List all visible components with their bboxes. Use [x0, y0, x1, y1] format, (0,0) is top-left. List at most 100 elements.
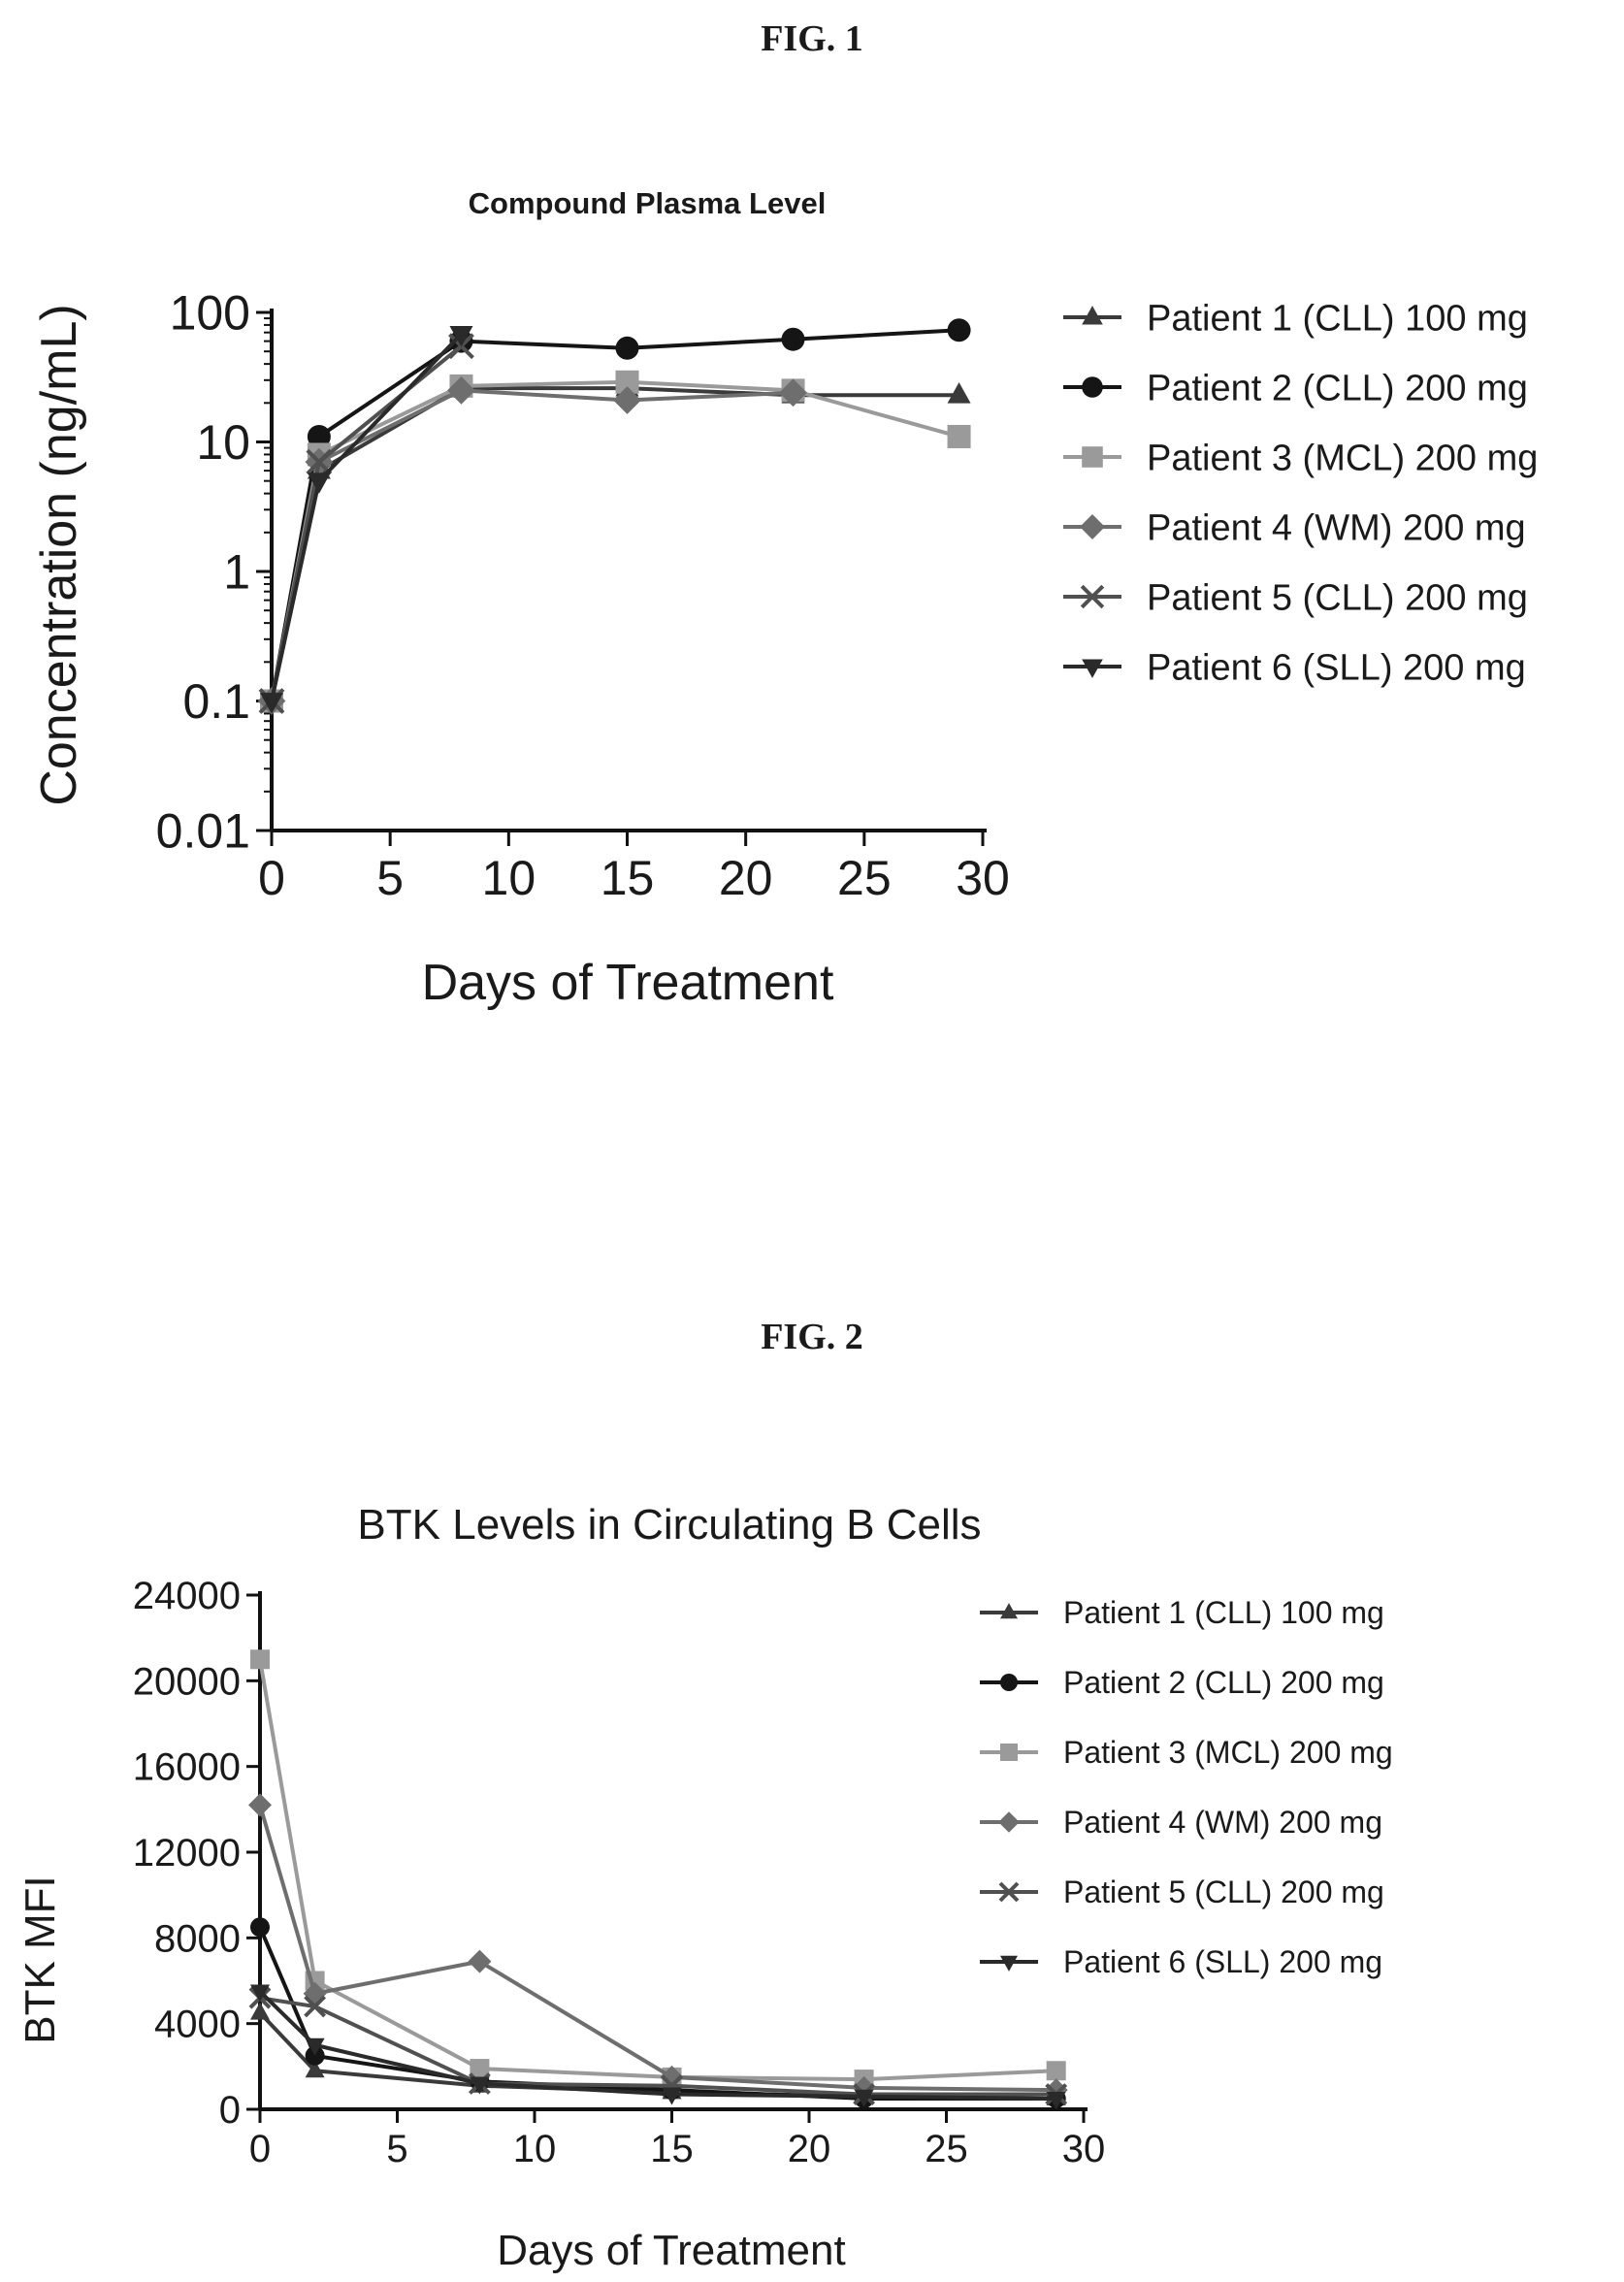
- y-tick-label: 1: [223, 545, 250, 600]
- legend-label: Patient 2 (CLL) 200 mg: [1063, 1665, 1384, 1700]
- legend-label: Patient 5 (CLL) 200 mg: [1147, 577, 1528, 618]
- legend-label: Patient 4 (WM) 200 mg: [1147, 507, 1526, 548]
- x-tick-label: 10: [513, 2128, 557, 2170]
- plot-area: 0 5 10 15 20 25 30 0 4000 8000 12000 16000 20000 2400…: [133, 1575, 1105, 2170]
- data-point: [468, 1949, 492, 1973]
- x-tick-label: 10: [482, 851, 536, 905]
- legend-label: Patient 3 (MCL) 200 mg: [1147, 438, 1538, 478]
- y-tick-label: 8000: [154, 1917, 241, 1960]
- series-line: [258, 1658, 1056, 2082]
- chart-title: BTK Levels in Circulating B Cells: [357, 1501, 981, 1548]
- series-line: [270, 332, 463, 701]
- data-point: [662, 2087, 682, 2105]
- plot-area: 0 5 10 15 20 25 30 0.01 0.1 1 10 100: [156, 286, 1010, 906]
- legend-marker: [998, 1881, 1020, 1903]
- data-point: [305, 2038, 325, 2056]
- x-tick-label: 20: [788, 2128, 831, 2170]
- legend-label: Patient 1 (CLL) 100 mg: [1147, 298, 1528, 339]
- series-line: [258, 1804, 1056, 2093]
- series-line: [270, 379, 960, 701]
- figure-2-label: FIG. 2: [761, 1317, 863, 1357]
- y-axis-label: Concentration (ng/mL): [31, 304, 87, 805]
- legend-marker: [998, 1811, 1020, 1833]
- data-point: [307, 424, 331, 448]
- legend-label: Patient 6 (SLL) 200 mg: [1063, 1944, 1382, 1979]
- legend-label: Patient 6 (SLL) 200 mg: [1147, 647, 1526, 688]
- legend-label: Patient 5 (CLL) 200 mg: [1063, 1874, 1384, 1909]
- legend-marker: [1082, 376, 1103, 398]
- y-axis-label: BTK MFI: [16, 1875, 64, 2044]
- data-point: [947, 424, 971, 448]
- legend-marker: [1000, 1955, 1018, 1972]
- series-line: [258, 1926, 1056, 2101]
- y-tick-label: 0.01: [156, 804, 250, 859]
- y-tick-label: 4000: [154, 2004, 241, 2046]
- x-tick-label: 5: [386, 2128, 407, 2170]
- data-point: [248, 1793, 272, 1817]
- legend-marker: [1082, 446, 1103, 468]
- data-point: [947, 382, 971, 404]
- data-point: [779, 378, 807, 408]
- legend-marker: [1000, 1674, 1018, 1691]
- x-tick-label: 15: [650, 2128, 694, 2170]
- btk-levels-chart: BTK Levels in Circulating B Cells 0 5 10 15…: [16, 1501, 1393, 2274]
- x-tick-label: 5: [376, 851, 404, 905]
- x-tick-label: 30: [1062, 2128, 1106, 2170]
- data-point: [613, 386, 641, 414]
- figure-1-label: FIG. 1: [761, 18, 863, 59]
- data-point: [306, 448, 333, 475]
- data-point: [1046, 2091, 1066, 2109]
- legend: Patient 1 (CLL) 100 mg Patient 2 (CLL) 20…: [980, 1595, 1393, 1979]
- y-tick-label: 24000: [133, 1575, 241, 1617]
- data-point: [660, 2065, 684, 2089]
- y-tick-label: 10: [196, 415, 250, 470]
- data-point: [307, 473, 331, 494]
- x-tick-label: 15: [601, 851, 655, 905]
- chart-title: Compound Plasma Level: [469, 186, 827, 220]
- legend-marker: [1080, 584, 1105, 609]
- legend-marker: [1080, 514, 1105, 539]
- data-point: [304, 1995, 327, 2018]
- legend-label: Patient 4 (WM) 200 mg: [1063, 1805, 1382, 1840]
- data-point: [250, 2002, 270, 2020]
- y-tick-label: 0.1: [182, 674, 250, 729]
- data-point: [449, 325, 473, 347]
- series-line: [270, 328, 959, 701]
- data-point: [305, 2060, 325, 2078]
- x-tick-label: 25: [925, 2128, 968, 2170]
- y-tick-label: 12000: [133, 1832, 241, 1874]
- legend-marker: [1082, 659, 1103, 678]
- data-point: [447, 375, 475, 405]
- x-axis-label: Days of Treatment: [422, 955, 834, 1011]
- data-point: [615, 336, 639, 360]
- x-tick-label: 25: [837, 851, 892, 905]
- legend: Patient 1 (CLL) 100 mg Patient 2 (CLL) 20…: [1063, 298, 1538, 688]
- legend-marker: [1082, 306, 1103, 325]
- data-point: [250, 1984, 270, 2003]
- plasma-level-chart: Compound Plasma Level 0 5 10 15 20 25 30 0.01 0.…: [31, 186, 1538, 1011]
- y-tick-label: 20000: [133, 1660, 241, 1703]
- legend-marker: [1000, 1744, 1018, 1761]
- legend-label: Patient 2 (CLL) 200 mg: [1147, 368, 1528, 408]
- y-tick-label: 100: [170, 286, 250, 341]
- data-point: [470, 2076, 490, 2095]
- x-tick-label: 0: [249, 2128, 271, 2170]
- data-point: [854, 2089, 874, 2107]
- data-point: [305, 2045, 325, 2066]
- legend-marker: [1000, 1603, 1018, 1619]
- series-line: [258, 1990, 1056, 2101]
- data-point: [852, 2075, 876, 2100]
- series-line: [259, 1996, 1056, 2097]
- y-tick-label: 16000: [133, 1746, 241, 1789]
- data-point: [260, 693, 283, 714]
- x-axis-label: Days of Treatment: [497, 2227, 845, 2274]
- data-point: [250, 1649, 270, 1670]
- data-point: [470, 2059, 490, 2079]
- x-tick-label: 0: [258, 851, 285, 905]
- y-tick-label: 0: [219, 2089, 241, 2132]
- data-point: [1046, 2061, 1066, 2081]
- data-point: [250, 1917, 270, 1938]
- x-tick-label: 20: [719, 851, 773, 905]
- legend-label: Patient 3 (MCL) 200 mg: [1063, 1735, 1393, 1770]
- data-point: [947, 318, 971, 342]
